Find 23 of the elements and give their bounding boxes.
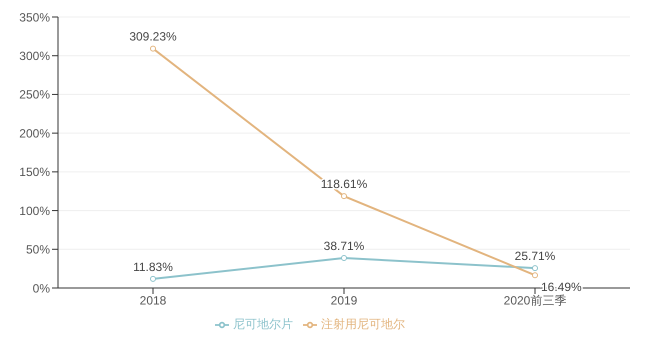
y-tick-label: 300% [19, 48, 50, 63]
y-tick-label: 100% [19, 204, 50, 218]
point [532, 272, 538, 278]
data-label: 25.71% [514, 249, 556, 264]
point [341, 193, 347, 200]
y-tick-label: 50% [26, 242, 50, 257]
legend-label: 注射用尼可地尔 [321, 317, 405, 331]
point [150, 46, 156, 52]
x-tick-label: 2019 [330, 294, 358, 308]
data-label: 11.83% [133, 260, 174, 274]
y-tick-label: 150% [19, 165, 50, 180]
y-tick-label: 0% [32, 281, 50, 296]
y-tick-label: 200% [19, 126, 50, 140]
data-label: 38.71% [324, 239, 365, 254]
data-label: 309.23% [129, 30, 178, 44]
point [150, 276, 156, 282]
y-tick-label: 350% [19, 10, 50, 24]
x-tick-label: 2018 [140, 294, 167, 308]
point [532, 265, 538, 272]
legend-label: 尼可地尔片 [233, 317, 293, 331]
point [341, 255, 347, 262]
y-tick-label: 250% [19, 88, 50, 102]
x-tick-label: 2020前三季 [504, 294, 566, 308]
